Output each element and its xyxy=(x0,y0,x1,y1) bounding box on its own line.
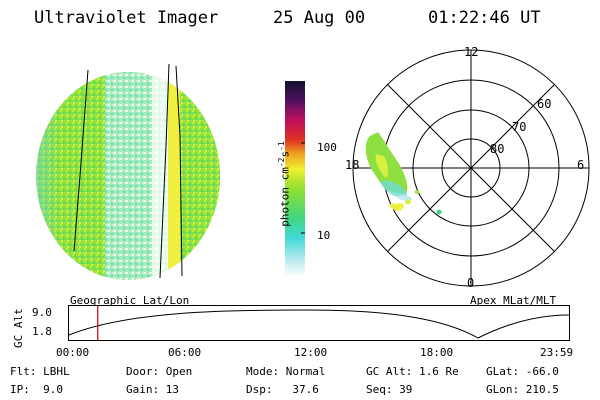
mlat-label-80: 80 xyxy=(490,142,505,156)
info-mode: Mode: Normal xyxy=(246,365,326,378)
time-label: 01:22:46 UT xyxy=(428,8,541,28)
timeline-xtick-1200: 12:00 xyxy=(294,346,328,359)
mlat-label-60: 60 xyxy=(537,97,552,111)
timeline-ytick-low: 1.8 xyxy=(32,325,52,338)
earth-disk-image xyxy=(36,63,220,280)
mlt-label-6: 6 xyxy=(577,158,585,172)
info-ip: IP: 9.0 xyxy=(10,383,63,396)
timeline-xtick-0000: 00:00 xyxy=(56,346,90,359)
info-gain: Gain: 13 xyxy=(126,383,179,396)
colorbar-tick-10: 10 xyxy=(317,229,331,242)
auroral-emission xyxy=(365,132,442,215)
timeline-ylabel: GC Alt xyxy=(12,308,25,348)
colorbar xyxy=(285,81,305,277)
info-seq: Seq: 39 xyxy=(366,383,413,396)
info-glon: GLon: 210.5 xyxy=(486,383,559,396)
date-label: 25 Aug 00 xyxy=(273,8,366,28)
mlt-label-12: 12 xyxy=(464,45,479,59)
mlt-label-18: 18 xyxy=(345,158,360,172)
polar-plot xyxy=(352,49,590,287)
timeline-ytick-high: 9.0 xyxy=(32,306,52,319)
info-flt: Flt: LBHL xyxy=(10,365,70,378)
mlat-label-70: 70 xyxy=(512,120,527,134)
timeline-xtick-0600: 06:00 xyxy=(168,346,202,359)
timeline-xtick-2359: 23:59 xyxy=(540,346,574,359)
apex-caption: Apex MLat/MLT xyxy=(470,294,557,307)
mlt-label-0: 0 xyxy=(467,276,475,290)
info-glat: GLat: -66.0 xyxy=(486,365,559,378)
info-gc-alt: GC Alt: 1.6 Re xyxy=(366,365,459,378)
geographic-caption: Geographic Lat/Lon xyxy=(70,294,190,307)
altitude-timeline xyxy=(68,305,570,341)
info-dsp: Dsp: 37.6 xyxy=(246,383,319,396)
info-door: Door: Open xyxy=(126,365,193,378)
instrument-title: Ultraviolet Imager xyxy=(34,8,219,28)
timeline-xtick-1800: 18:00 xyxy=(420,346,454,359)
colorbar-unit: photon cm-2s-1 xyxy=(277,141,292,227)
colorbar-tick-100: 100 xyxy=(317,141,337,154)
